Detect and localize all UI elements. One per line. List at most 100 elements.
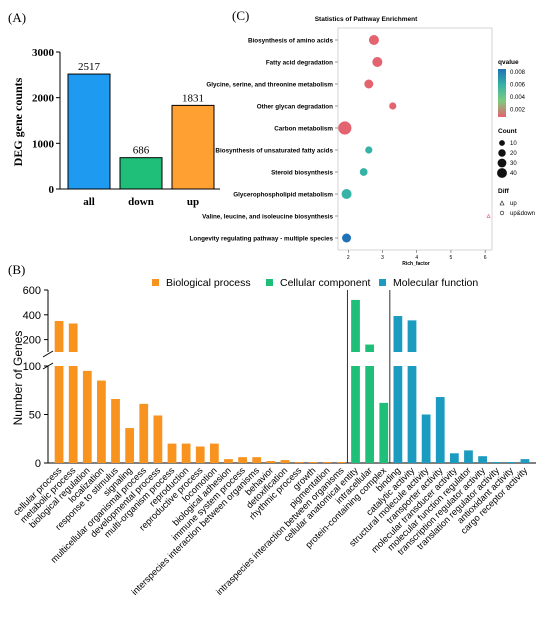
- panel-c-pathway-label: Fatty acid degradation: [266, 60, 333, 67]
- panel-b-bar-upper-21: [351, 299, 360, 352]
- panel-c-pathway-label: Steroid biosynthesis: [271, 170, 333, 177]
- panel-c-pathway-label: Biosynthesis of unsaturated fatty acids: [215, 148, 333, 155]
- panel-c-count-label: 40: [510, 171, 517, 177]
- panel-c-x-axis-label: Rich_factor: [402, 261, 430, 267]
- panel-b-bar-21: [351, 366, 360, 463]
- panel-b-bar-6: [139, 403, 149, 463]
- panel-b-y-tick-label: 50: [29, 410, 41, 422]
- panel-c-qvalue-colorbar: [498, 69, 506, 117]
- panel-c-point: [372, 56, 383, 68]
- panel-c-point: [341, 188, 352, 200]
- panel-c-point: [368, 34, 379, 46]
- panel-b-bar-22: [365, 366, 375, 463]
- panel-b-bar-5: [125, 428, 135, 463]
- panel-c-x-tick-label: 3: [381, 255, 384, 261]
- panel-b-bar-9: [181, 443, 191, 463]
- panel-c-point: [364, 79, 374, 89]
- panel-b-bar-upper-24: [393, 316, 403, 352]
- panel-c-point: [338, 121, 352, 135]
- panel-c-count-symbol: [497, 168, 507, 178]
- panel-b-bar-23: [379, 402, 389, 463]
- panel-b-bar-30: [478, 456, 487, 463]
- panel-a-value-label: 1831: [182, 92, 204, 104]
- panel-c-count-symbol: [499, 140, 505, 146]
- panel-c-legend-count-title: Count: [498, 128, 518, 135]
- panel-a-y-tick-label: 3000: [32, 47, 55, 59]
- panel-a-category-label: all: [83, 196, 95, 208]
- panel-b-y-axis-label: Number of Genes: [11, 331, 25, 426]
- panel-b-y-tick-label: 100: [23, 361, 41, 373]
- panel-b-legend-label: Biological process: [166, 277, 251, 289]
- panel-a-bar-up: [171, 104, 215, 190]
- panel-c-x-tick-label: 6: [484, 255, 487, 261]
- panel-c-x-tick-label: 4: [415, 255, 418, 261]
- panel-c-qvalue-tick-label: 0.004: [510, 95, 526, 101]
- panel-c-count-symbol: [497, 158, 507, 168]
- panel-a-bar-down: [119, 157, 163, 190]
- panel-b-legend-swatch: [152, 279, 159, 286]
- panel-b-y-tick-label: 400: [23, 310, 41, 322]
- panel-c-pathway-label: Glycerophospholipid metabolism: [233, 192, 333, 199]
- panel-b-bar-13: [238, 457, 247, 463]
- panel-c-pathway-label: Valine, leucine, and isoleucine biosynth…: [202, 214, 333, 221]
- panel-b-bar-10: [195, 446, 205, 463]
- panel-a-y-axis-label: DEG gene counts: [11, 77, 25, 166]
- panel-a-y-tick-label: 1000: [32, 138, 55, 150]
- panel-c-pathway-label: Biosynthesis of amino acids: [248, 38, 334, 45]
- panel-c-point: [365, 146, 373, 154]
- panel-b-bar-19: [322, 462, 332, 463]
- panel-b-bar-3: [97, 380, 106, 463]
- panel-b-chart: Biological process Cellular component Mole…: [11, 277, 536, 597]
- panel-c-count-label: 30: [510, 161, 517, 167]
- panel-c-count-label: 20: [510, 151, 517, 157]
- panel-a-category-label: down: [128, 196, 154, 208]
- panel-b-y-tick-label: 600: [23, 285, 41, 297]
- panel-a-chart: 0 1000 2000 3000 2517 all 686 down 1831 up: [32, 47, 220, 208]
- panel-b-bar-upper-22: [365, 344, 375, 352]
- panel-c-chart: 2 3 4 5 6 Biosynthesis of amino acids Fatty ac…: [190, 27, 535, 261]
- panel-b-bar-4: [111, 398, 120, 463]
- panel-a-label: (A): [8, 10, 26, 25]
- panel-a-category-label: up: [187, 196, 199, 208]
- panel-c-point: [486, 213, 491, 218]
- panel-c-x-tick-label: 2: [347, 255, 350, 261]
- panel-b-bar-18: [308, 462, 318, 463]
- panel-b-bar-14: [252, 457, 262, 463]
- panel-b-legend-label: Molecular function: [393, 277, 478, 289]
- panel-b-bar-32: [506, 462, 516, 463]
- panel-b-bar-16: [280, 460, 290, 463]
- panel-b-bar-20: [337, 462, 346, 463]
- panel-c-title: Statistics of Pathway Enrichment: [315, 16, 418, 23]
- panel-b-bar-29: [464, 450, 473, 463]
- panel-a-value-label: 686: [133, 145, 150, 157]
- panel-b-bar-31: [492, 462, 502, 463]
- panel-c-diff-label: up: [510, 201, 517, 207]
- panel-c-qvalue-tick-label: 0.008: [510, 70, 526, 76]
- panel-c-point: [389, 102, 397, 110]
- panel-c-x-tick-label: 5: [450, 255, 453, 261]
- panel-b-legend-swatch: [266, 279, 273, 286]
- panel-c-plot-area: [337, 27, 493, 251]
- panel-c-legend-qvalue-title: qvalue: [498, 59, 519, 66]
- panel-b-bar-11: [209, 443, 219, 463]
- panel-b-y-tick-label: 200: [23, 335, 41, 347]
- panel-b-bar-upper-0: [54, 321, 64, 352]
- panel-b-bar-25: [407, 366, 417, 463]
- panel-b-bar-26: [421, 414, 431, 463]
- panel-b-bar-28: [449, 453, 459, 463]
- panel-b-bar-17: [294, 462, 304, 463]
- panel-c-pathway-label: Longevity regulating pathway - multiple …: [190, 236, 334, 243]
- panel-b-bar-1: [68, 366, 78, 463]
- panel-b-bar-0: [54, 366, 64, 463]
- panel-c-label: (C): [232, 8, 249, 23]
- panel-b-axis-break-mark: [42, 350, 54, 358]
- panel-c-legend-diff-title: Diff: [498, 188, 510, 195]
- panel-b-bar-8: [167, 443, 177, 463]
- panel-b-y-tick-label: 0: [35, 458, 41, 470]
- panel-c-point: [359, 168, 368, 176]
- panel-a-value-label: 2517: [78, 61, 101, 73]
- panel-c-diff-label: up&down: [510, 211, 535, 217]
- panel-c-pathway-label: Carbon metabolism: [274, 126, 333, 133]
- panel-b-bar-7: [153, 415, 163, 463]
